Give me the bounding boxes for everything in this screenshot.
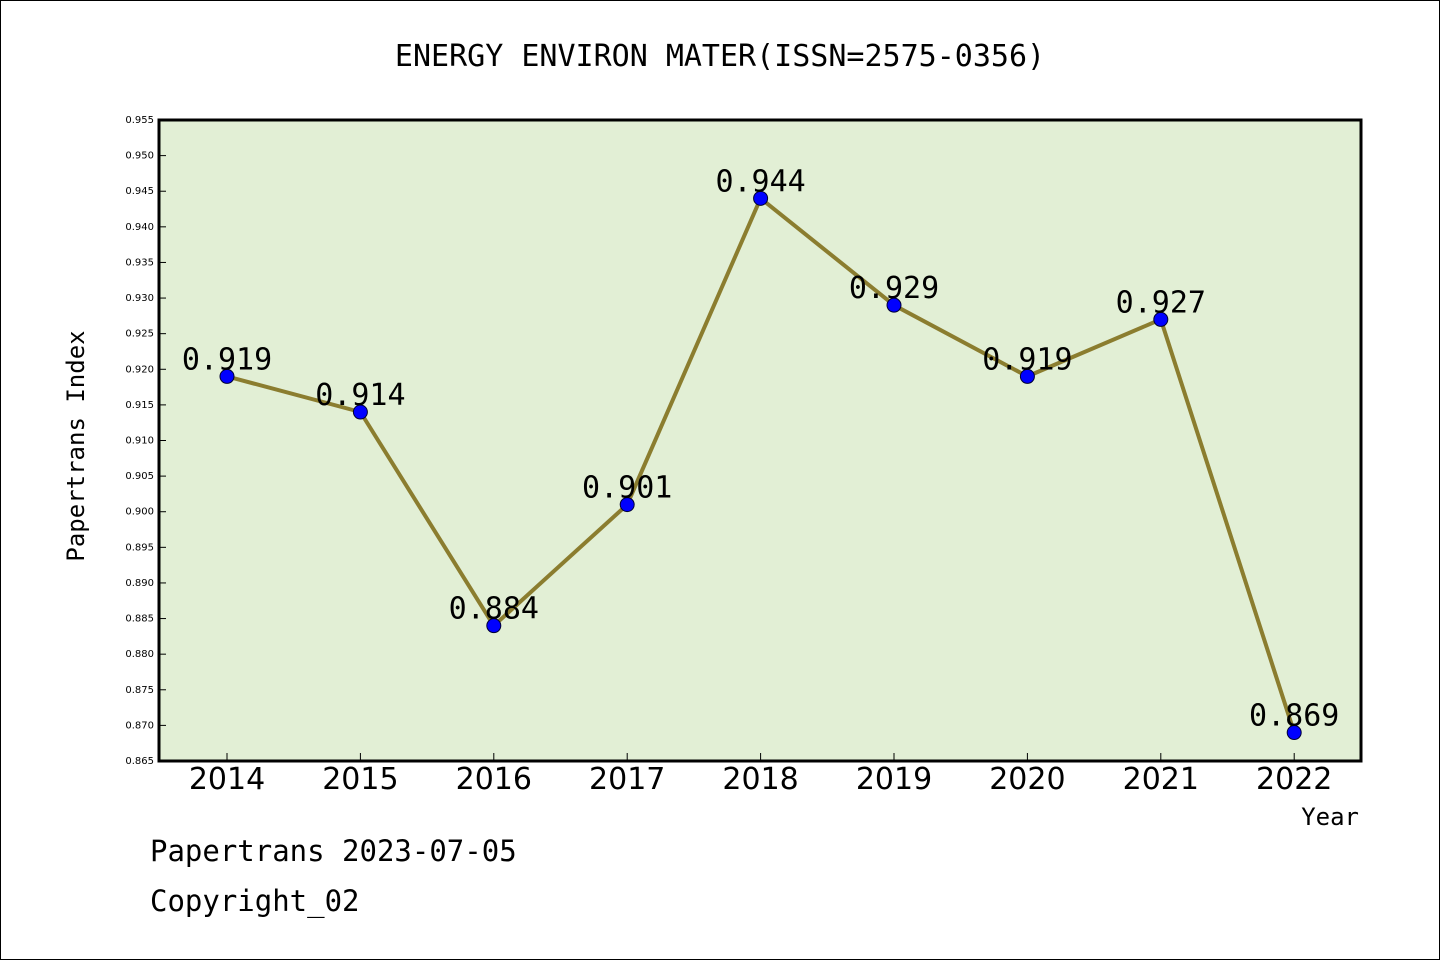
data-label: 0.919 xyxy=(182,342,272,377)
x-tick-label: 2022 xyxy=(1256,762,1332,797)
y-tick-label: 0.940 xyxy=(125,222,154,233)
data-labels: 0.919 0.914 0.884 0.901 0.944 0.929 0.919 0.927… xyxy=(182,164,1340,733)
data-point-marker xyxy=(219,368,235,384)
x-tick-label: 2017 xyxy=(589,762,665,797)
footer-copyright: Copyright_02 xyxy=(150,884,360,918)
y-tick-label: 0.930 xyxy=(125,293,154,304)
data-label: 0.927 xyxy=(1116,285,1206,320)
data-point-marker xyxy=(1153,311,1169,327)
x-tick-label: 2018 xyxy=(722,762,798,797)
y-tick-label: 0.865 xyxy=(125,756,154,767)
data-label: 0.869 xyxy=(1249,699,1339,734)
y-tick-label: 0.895 xyxy=(125,542,154,553)
y-tick-label: 0.870 xyxy=(125,720,154,731)
plot-area xyxy=(157,118,1363,763)
x-axis-label: Year xyxy=(1301,803,1359,831)
y-tick-label: 0.920 xyxy=(125,364,154,375)
chart-title: ENERGY ENVIRON MATER(ISSN=2575-0356) xyxy=(395,39,1045,74)
data-point-marker xyxy=(1019,368,1035,384)
y-axis-ticks: 0.865 0.870 0.875 0.880 0.885 0.890 0.895 0.900… xyxy=(125,115,166,767)
y-tick-label: 0.905 xyxy=(125,471,154,482)
y-tick-label: 0.915 xyxy=(125,400,154,411)
data-point-marker xyxy=(486,618,502,634)
data-label: 0.901 xyxy=(582,471,672,506)
y-tick-label: 0.900 xyxy=(125,507,154,518)
data-point-marker xyxy=(753,190,769,206)
y-tick-label: 0.890 xyxy=(125,578,154,589)
data-label: 0.944 xyxy=(715,164,805,199)
y-tick-label: 0.875 xyxy=(125,685,154,696)
data-point-marker xyxy=(886,297,902,313)
data-point-marker xyxy=(619,497,635,513)
y-tick-label: 0.950 xyxy=(125,151,154,162)
x-tick-label: 2014 xyxy=(189,762,265,797)
data-point-marker xyxy=(1286,725,1302,741)
y-tick-label: 0.955 xyxy=(125,115,154,126)
footer-date-line: Papertrans 2023-07-05 xyxy=(150,834,517,868)
y-tick-label: 0.885 xyxy=(125,614,154,625)
y-tick-label: 0.925 xyxy=(125,329,154,340)
x-tick-label: 2019 xyxy=(856,762,932,797)
x-tick-label: 2016 xyxy=(456,762,532,797)
data-label: 0.884 xyxy=(449,592,539,627)
data-label: 0.919 xyxy=(982,342,1072,377)
y-tick-label: 0.945 xyxy=(125,186,154,197)
x-axis-ticks: 2014 2015 2016 2017 2018 2019 2020 2021 2022 xyxy=(189,753,1332,797)
data-point-marker xyxy=(352,404,368,420)
data-label: 0.914 xyxy=(315,378,405,413)
data-markers xyxy=(219,190,1302,741)
y-tick-label: 0.935 xyxy=(125,257,154,268)
y-tick-label: 0.880 xyxy=(125,649,154,660)
y-tick-label: 0.910 xyxy=(125,436,154,447)
y-axis-label: Papertrans Index xyxy=(62,330,90,561)
data-label: 0.929 xyxy=(849,271,939,306)
x-tick-label: 2015 xyxy=(322,762,398,797)
x-tick-label: 2021 xyxy=(1123,762,1199,797)
x-tick-label: 2020 xyxy=(989,762,1065,797)
